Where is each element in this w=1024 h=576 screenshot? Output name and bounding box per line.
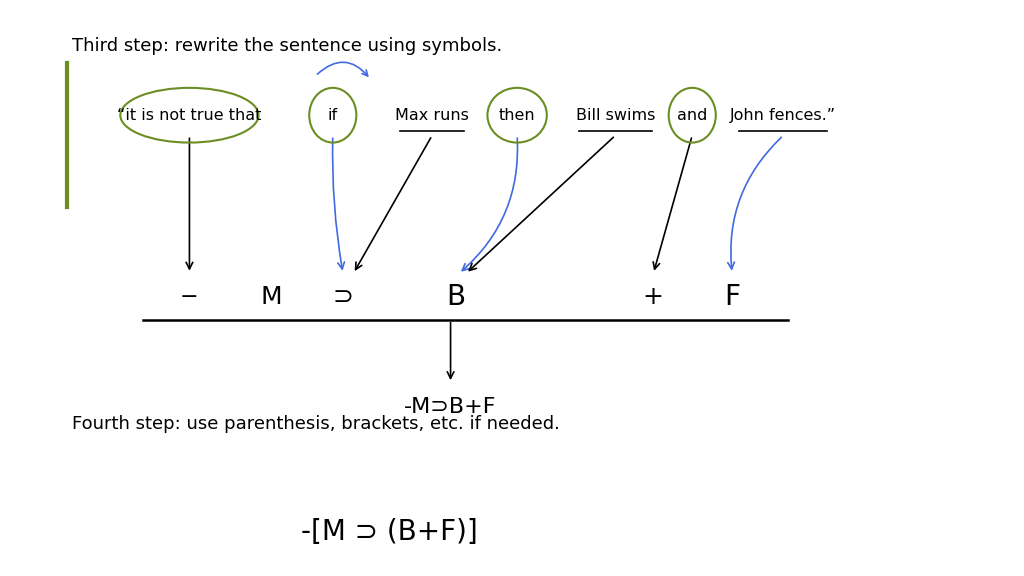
Text: John fences.”: John fences.” [730, 108, 837, 123]
Text: Bill swims: Bill swims [575, 108, 655, 123]
Text: M: M [260, 285, 283, 309]
Text: and: and [677, 108, 708, 123]
Text: B: B [446, 283, 465, 310]
Text: if: if [328, 108, 338, 123]
Text: -M⊃B+F: -M⊃B+F [404, 397, 497, 418]
Text: Third step: rewrite the sentence using symbols.: Third step: rewrite the sentence using s… [72, 37, 502, 55]
Text: then: then [499, 108, 536, 123]
Text: −: − [180, 287, 199, 306]
Text: “it is not true that: “it is not true that [118, 108, 261, 123]
Text: Max runs: Max runs [395, 108, 469, 123]
Text: Fourth step: use parenthesis, brackets, etc. if needed.: Fourth step: use parenthesis, brackets, … [72, 415, 559, 433]
Text: ⊃: ⊃ [333, 285, 353, 309]
Text: -[M ⊃ (B+F)]: -[M ⊃ (B+F)] [301, 518, 477, 547]
Text: F: F [724, 283, 740, 310]
Text: +: + [643, 285, 664, 309]
